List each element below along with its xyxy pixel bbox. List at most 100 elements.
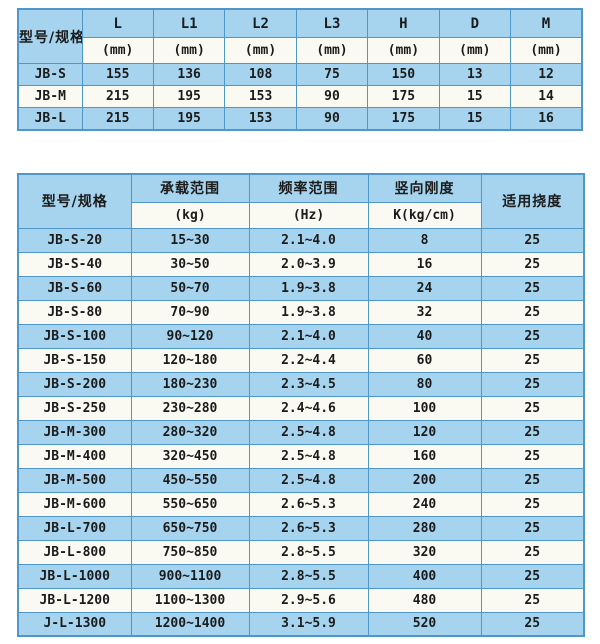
model-cell: JB-S-100	[17, 323, 132, 349]
value-cell: 2.9~5.6	[248, 587, 369, 613]
value-cell: 12	[510, 63, 583, 86]
value-cell: 520	[367, 611, 482, 637]
value-cell: 2.8~5.5	[248, 563, 369, 589]
performance-unit-header-row: (kg) (Hz) K(kg/cm)	[18, 201, 584, 229]
model-cell: JB-L	[17, 107, 83, 130]
col-header-L1: L1	[152, 8, 226, 38]
table-row: JB-L-800 750~850 2.8~5.5 320 25	[17, 539, 585, 565]
performance-column-header-row: 型号/规格 承载范围 频率范围 竖向刚度 适用挠度	[17, 173, 585, 229]
value-cell: 175	[367, 107, 440, 130]
value-cell: 30~50	[130, 251, 250, 277]
model-cell: JB-M-600	[17, 491, 132, 517]
value-cell: 70~90	[130, 299, 250, 325]
value-cell: 195	[152, 85, 226, 108]
value-cell: 25	[480, 419, 585, 445]
table-row: JB-S-40 30~50 2.0~3.9 16 25	[17, 251, 585, 277]
table-row: JB-L-700 650~750 2.6~5.3 280 25	[17, 515, 585, 541]
value-cell: 2.5~4.8	[248, 419, 369, 445]
value-cell: 100	[367, 395, 482, 421]
unit-header-kg: (kg)	[130, 201, 250, 229]
value-cell: 3.1~5.9	[248, 611, 369, 637]
table-row: JB-S-60 50~70 1.9~3.8 24 25	[17, 275, 585, 301]
value-cell: 90~120	[130, 323, 250, 349]
table-row: JB-S-200 180~230 2.3~4.5 80 25	[17, 371, 585, 397]
value-cell: 175	[367, 85, 440, 108]
unit-header-mm: (mm)	[224, 37, 297, 64]
value-cell: 13	[438, 63, 512, 86]
value-cell: 450~550	[130, 467, 250, 493]
value-cell: 25	[480, 515, 585, 541]
value-cell: 25	[480, 371, 585, 397]
value-cell: 2.3~4.5	[248, 371, 369, 397]
value-cell: 900~1100	[130, 563, 250, 589]
value-cell: 2.8~5.5	[248, 539, 369, 565]
value-cell: 153	[224, 85, 297, 108]
value-cell: 25	[480, 299, 585, 325]
value-cell: 25	[480, 491, 585, 517]
value-cell: 2.6~5.3	[248, 491, 369, 517]
model-cell: JB-L-1000	[17, 563, 132, 589]
col-header-frequency-range: 频率范围	[248, 173, 369, 203]
value-cell: 25	[480, 395, 585, 421]
dimension-corner-header: 型号/规格	[17, 8, 83, 64]
value-cell: 180~230	[130, 371, 250, 397]
value-cell: 25	[480, 347, 585, 373]
table-row: JB-L 215 195 153 90 175 15 16	[17, 107, 583, 130]
value-cell: 280	[367, 515, 482, 541]
table-row: JB-S-250 230~280 2.4~4.6 100 25	[17, 395, 585, 421]
model-cell: JB-M-300	[17, 419, 132, 445]
value-cell: 2.2~4.4	[248, 347, 369, 373]
unit-header-hz: (Hz)	[248, 201, 369, 229]
value-cell: 15	[438, 85, 512, 108]
col-header-M: M	[510, 8, 583, 38]
value-cell: 2.4~4.6	[248, 395, 369, 421]
value-cell: 2.1~4.0	[248, 227, 369, 253]
table-row: JB-M-400 320~450 2.5~4.8 160 25	[17, 443, 585, 469]
value-cell: 550~650	[130, 491, 250, 517]
dimension-unit-header-row: (mm) (mm) (mm) (mm) (mm) (mm) (mm)	[18, 37, 583, 64]
value-cell: 108	[224, 63, 297, 86]
value-cell: 150	[367, 63, 440, 86]
value-cell: 15~30	[130, 227, 250, 253]
value-cell: 90	[295, 107, 369, 130]
unit-header-mm: (mm)	[295, 37, 369, 64]
model-cell: JB-S-60	[17, 275, 132, 301]
value-cell: 25	[480, 611, 585, 637]
col-header-D: D	[438, 8, 512, 38]
value-cell: 320	[367, 539, 482, 565]
table-row: JB-S-80 70~90 1.9~3.8 32 25	[17, 299, 585, 325]
dimension-table: 型号/规格 L L1 L2 L3 H D M (mm) (mm) (mm) (m…	[17, 8, 583, 131]
value-cell: 32	[367, 299, 482, 325]
value-cell: 136	[152, 63, 226, 86]
value-cell: 215	[81, 85, 154, 108]
col-header-vertical-stiffness: 竖向刚度	[367, 173, 482, 203]
value-cell: 200	[367, 467, 482, 493]
value-cell: 480	[367, 587, 482, 613]
value-cell: 153	[224, 107, 297, 130]
value-cell: 25	[480, 563, 585, 589]
table-row: J-L-1300 1200~1400 3.1~5.9 520 25	[17, 611, 585, 637]
value-cell: 160	[367, 443, 482, 469]
value-cell: 320~450	[130, 443, 250, 469]
model-cell: JB-S-150	[17, 347, 132, 373]
table-row: JB-S 155 136 108 75 150 13 12	[17, 63, 583, 86]
value-cell: 120~180	[130, 347, 250, 373]
unit-header-mm: (mm)	[510, 37, 583, 64]
value-cell: 2.6~5.3	[248, 515, 369, 541]
model-cell: JB-M-400	[17, 443, 132, 469]
value-cell: 1200~1400	[130, 611, 250, 637]
col-header-H: H	[367, 8, 440, 38]
col-header-L: L	[81, 8, 154, 38]
value-cell: 24	[367, 275, 482, 301]
model-cell: JB-M	[17, 85, 83, 108]
value-cell: 25	[480, 587, 585, 613]
unit-header-mm: (mm)	[81, 37, 154, 64]
value-cell: 14	[510, 85, 583, 108]
value-cell: 80	[367, 371, 482, 397]
value-cell: 650~750	[130, 515, 250, 541]
value-cell: 16	[367, 251, 482, 277]
value-cell: 195	[152, 107, 226, 130]
value-cell: 1.9~3.8	[248, 275, 369, 301]
model-cell: JB-M-500	[17, 467, 132, 493]
